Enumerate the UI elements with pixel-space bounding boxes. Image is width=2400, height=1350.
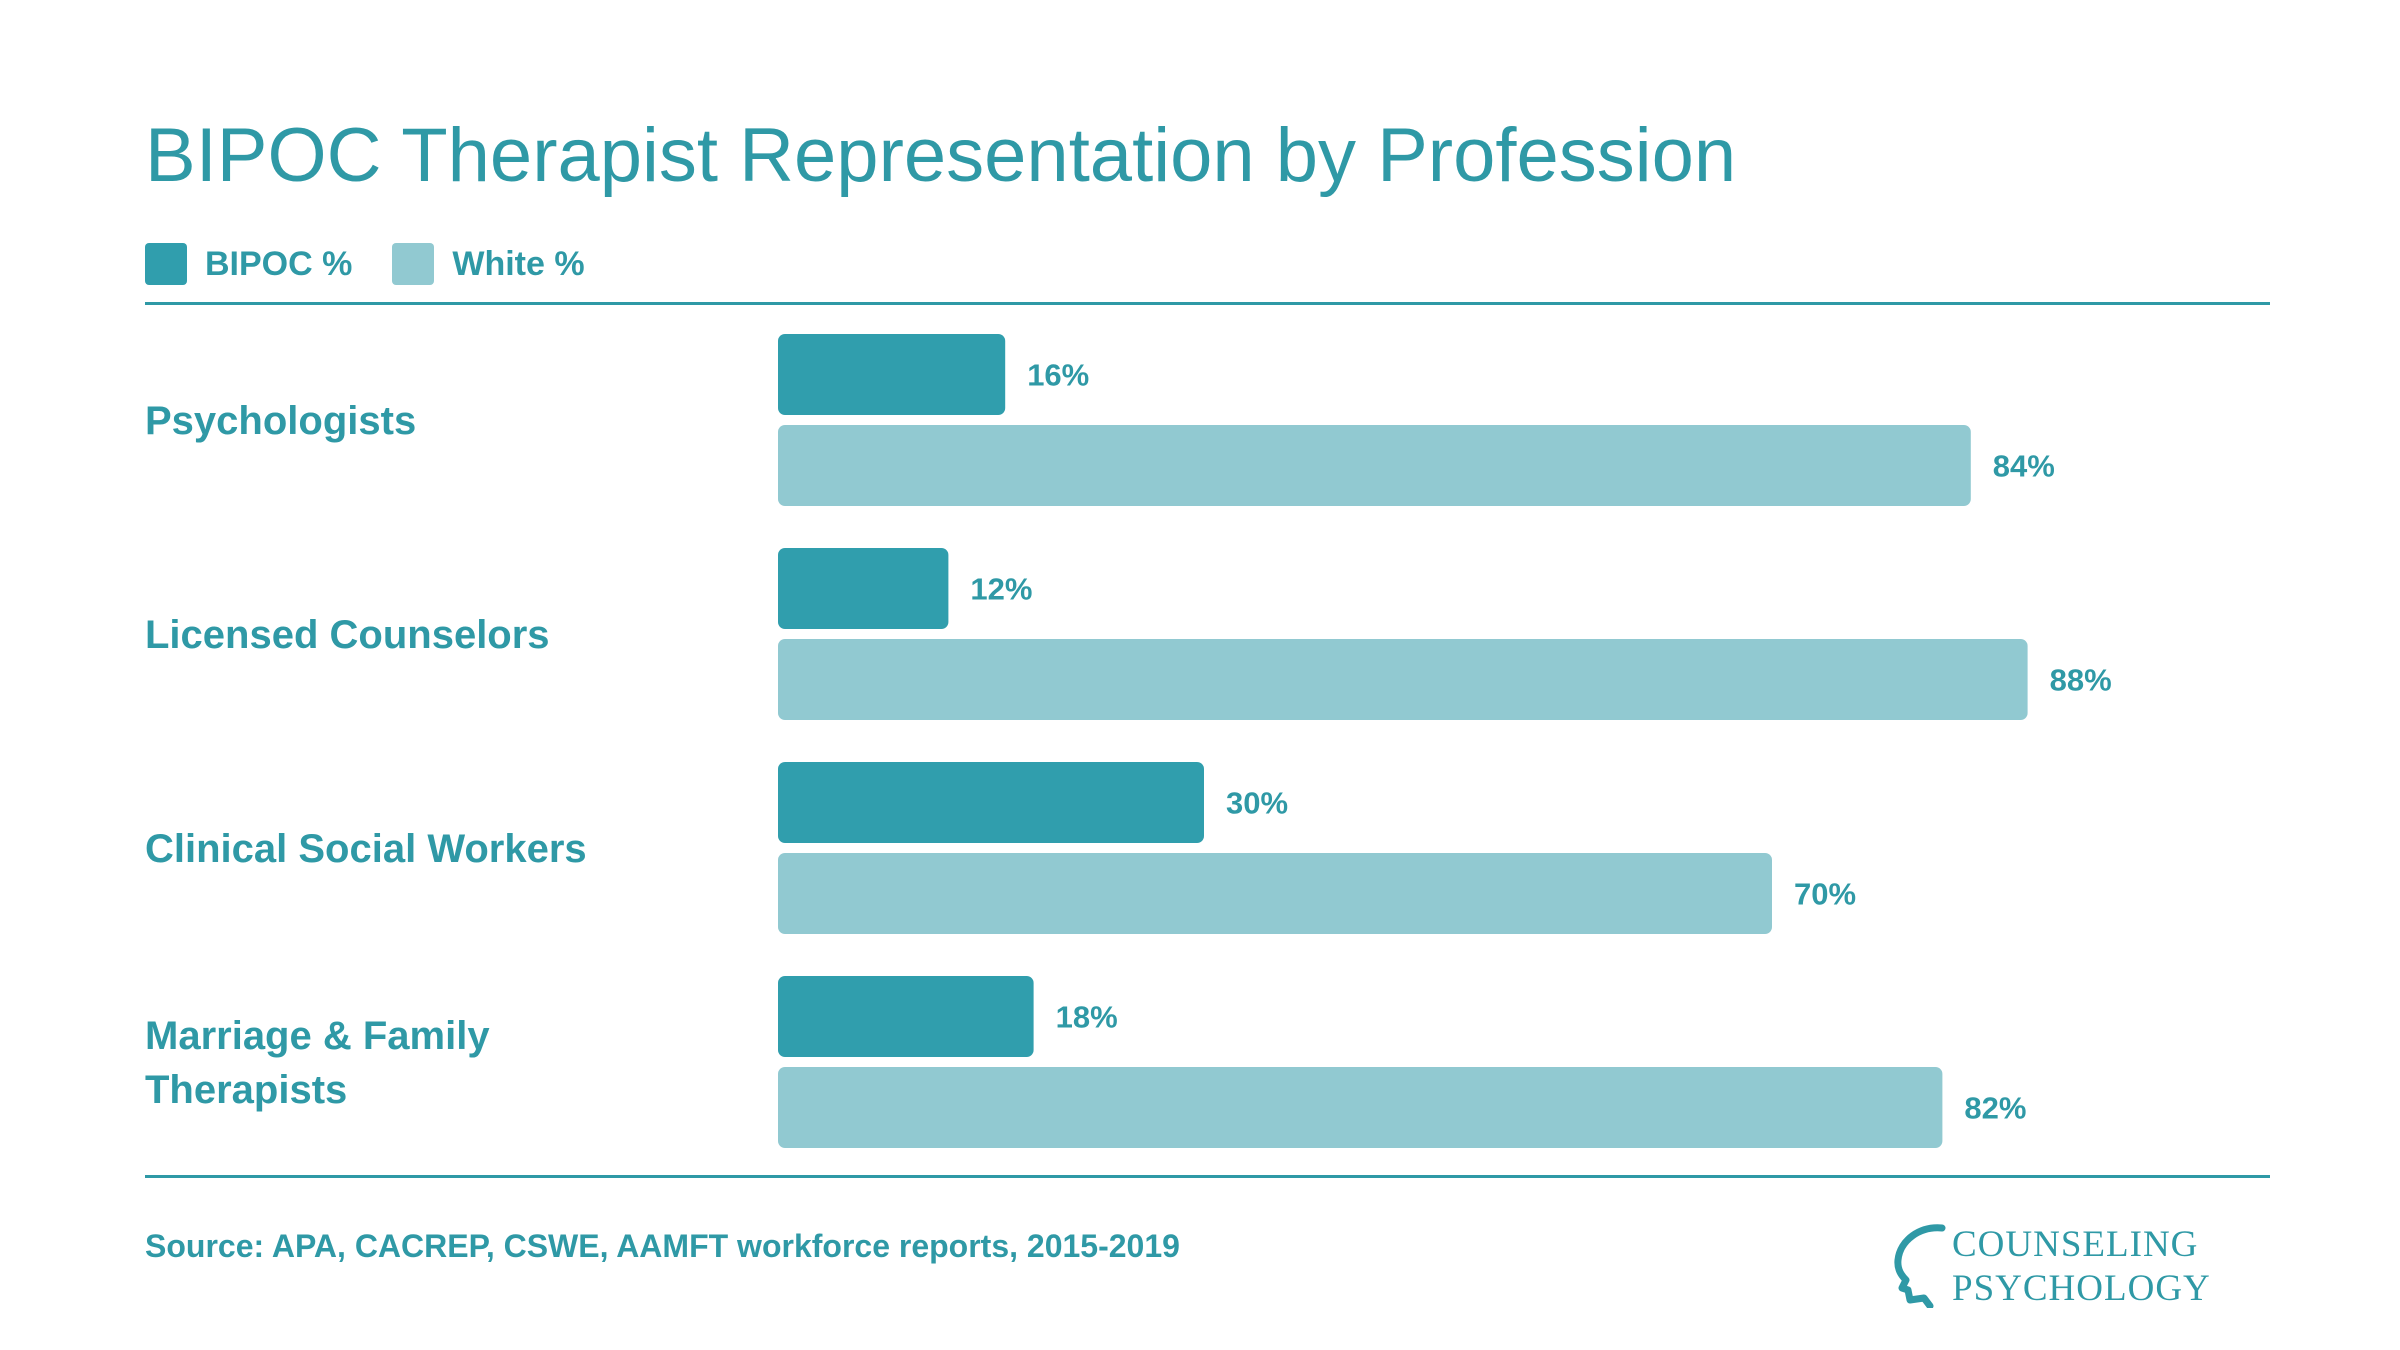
bar-bipoc-licensed-counselors: [778, 548, 949, 629]
legend-item-bipoc: BIPOC %: [145, 243, 352, 285]
bottom-divider: [145, 1175, 2270, 1178]
category-label-line: Psychologists: [145, 399, 416, 443]
legend-label-bipoc: BIPOC %: [205, 244, 353, 283]
category-label-line: Clinical Social Workers: [145, 827, 587, 871]
category-label-line: Licensed Counselors: [145, 613, 550, 657]
category-label: Marriage & Family Therapists: [145, 1014, 490, 1112]
head-profile-icon: [1894, 1224, 1946, 1308]
legend: BIPOC % White %: [145, 243, 625, 285]
logo-line2: PSYCHOLOGY: [1952, 1268, 2211, 1308]
bar-white-marriage-family-therapists: [778, 1067, 1943, 1148]
legend-swatch-bipoc: [145, 243, 187, 285]
value-label-white-clinical-social-workers: 70%: [1794, 877, 1856, 912]
top-divider: [145, 302, 2270, 305]
value-label-white-licensed-counselors: 88%: [2050, 663, 2112, 698]
value-label-bipoc-clinical-social-workers: 30%: [1226, 786, 1288, 821]
value-label-white-psychologists: 84%: [1993, 449, 2055, 484]
counseling-psychology-logo: COUNSELING PSYCHOLOGY: [1894, 1224, 2211, 1308]
logo-line1: COUNSELING: [1952, 1224, 2198, 1265]
bar-white-licensed-counselors: [778, 639, 2028, 720]
category-label-line: Therapists: [145, 1068, 347, 1112]
bar-bipoc-marriage-family-therapists: [778, 976, 1034, 1057]
legend-swatch-white: [392, 243, 435, 285]
source-note: Source: APA, CACREP, CSWE, AAMFT workfor…: [145, 1228, 1180, 1264]
category-label-line: Marriage & Family: [145, 1014, 490, 1058]
value-label-bipoc-psychologists: 16%: [1027, 358, 1089, 393]
category-label: Clinical Social Workers: [145, 827, 587, 871]
value-label-bipoc-licensed-counselors: 12%: [970, 572, 1032, 607]
category-label: Psychologists: [145, 399, 416, 443]
legend-label-white: White %: [452, 244, 585, 283]
bar-bipoc-clinical-social-workers: [778, 762, 1204, 843]
chart-title: BIPOC Therapist Representation by Profes…: [145, 113, 1737, 198]
legend-item-white: White %: [392, 243, 585, 285]
bar-bipoc-psychologists: [778, 334, 1006, 415]
bar-white-psychologists: [778, 425, 1971, 506]
value-label-bipoc-marriage-family-therapists: 18%: [1056, 1000, 1118, 1035]
category-label: Licensed Counselors: [145, 613, 550, 657]
bar-white-clinical-social-workers: [778, 853, 1772, 934]
value-label-white-marriage-family-therapists: 82%: [1964, 1091, 2026, 1126]
